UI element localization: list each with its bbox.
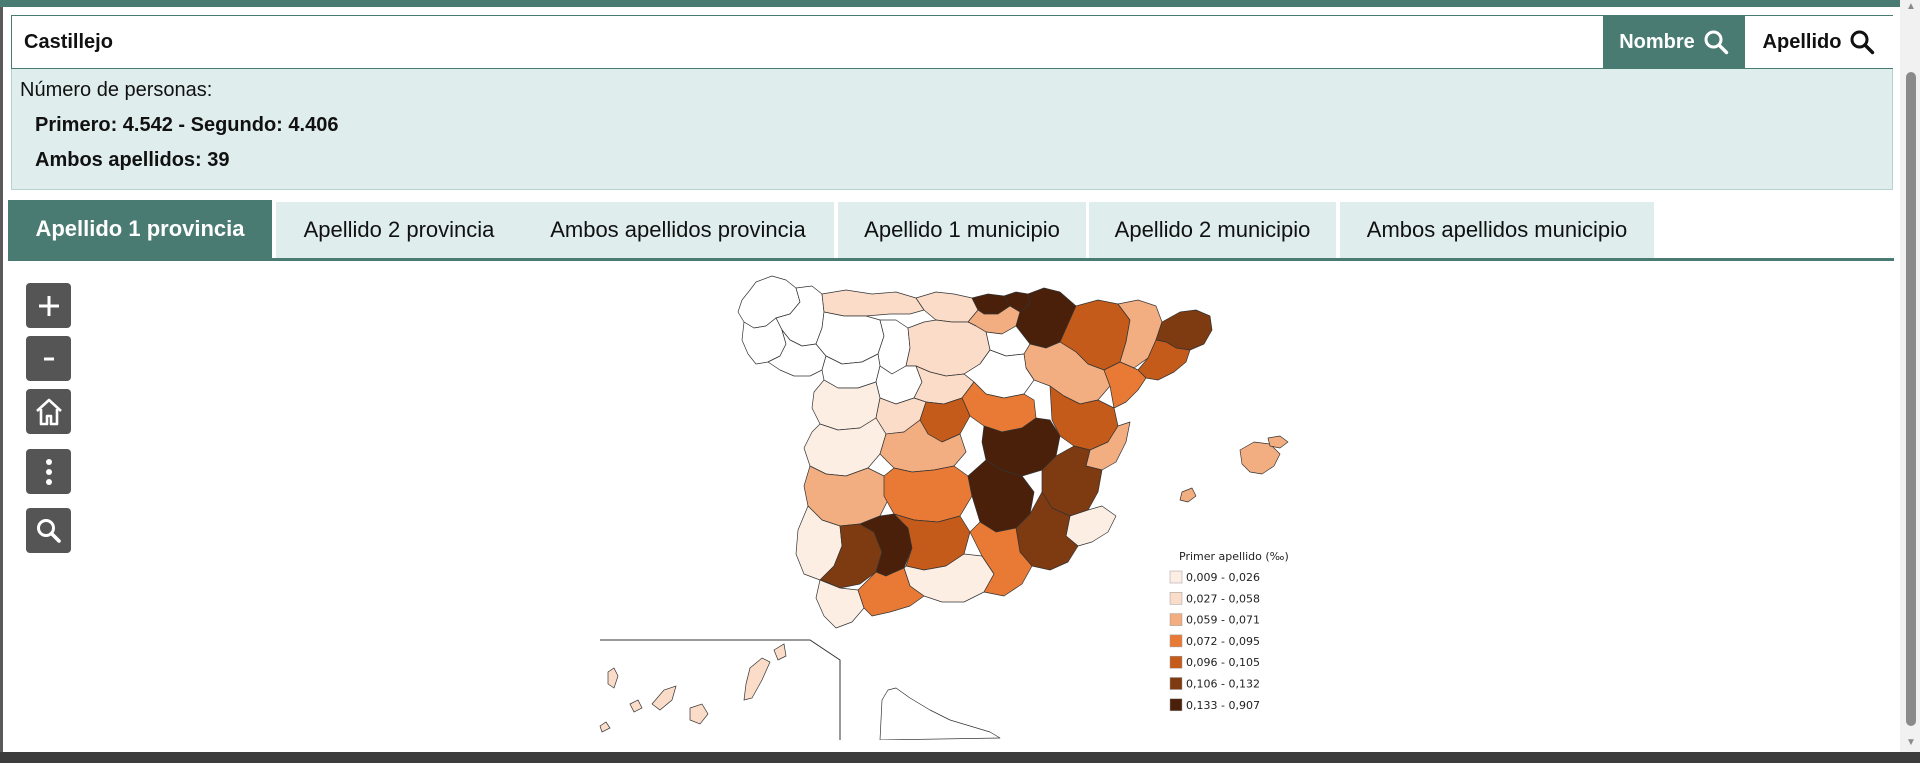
province-cantabria[interactable] [915, 291, 979, 323]
search-icon [1704, 30, 1728, 55]
island-gran-canaria[interactable] [689, 703, 709, 725]
tab-label: Apellido 1 municipio [864, 217, 1060, 242]
more-vertical-icon [45, 458, 52, 485]
island-mallorca[interactable] [1239, 441, 1281, 475]
island-ibiza[interactable] [1179, 487, 1197, 503]
plus-icon [38, 295, 59, 316]
search-icon [1850, 30, 1875, 55]
legend-swatch [1169, 655, 1183, 669]
province-asturias[interactable] [821, 289, 925, 317]
search-icon [36, 518, 61, 543]
top-accent-bar [0, 0, 1920, 7]
tab-apellido-2-municipio[interactable]: Apellido 2 municipio [1089, 202, 1336, 258]
legend-label: 0,009 - 0,026 [1186, 571, 1260, 584]
map-tabs: Apellido 1 provincia Apellido 2 provinci… [8, 200, 1894, 260]
legend-label: 0,027 - 0,058 [1186, 592, 1260, 605]
legend-swatch [1169, 677, 1183, 690]
taskbar-edge [0, 752, 1920, 763]
map-legend: Primer apellido (‰) 0,009 - 0,026 0,027 -… [1169, 550, 1289, 712]
legend-label: 0,059 - 0,071 [1186, 614, 1260, 627]
island-la-palma[interactable] [607, 667, 619, 689]
province-ourense[interactable] [767, 329, 827, 377]
legend-swatch [1169, 613, 1183, 626]
tab-label: Ambos apellidos provincia [550, 217, 806, 242]
scroll-down-arrow[interactable]: ▼ [1906, 737, 1916, 748]
legend-swatch [1169, 634, 1183, 648]
province-almeria[interactable] [969, 521, 1033, 597]
legend-title: Primer apellido (‰) [1179, 550, 1289, 563]
search-by-surname-label: Apellido [1762, 30, 1842, 53]
scrollbar-thumb[interactable] [1906, 72, 1916, 726]
province-ciudad-real[interactable] [883, 465, 973, 523]
minus-icon [43, 357, 54, 360]
island-el-hierro[interactable] [599, 721, 611, 733]
people-count-label: Número de personas: [20, 79, 213, 101]
first-second-count: Primero: 4.542 - Segundo: 4.406 [35, 114, 339, 136]
tab-label: Apellido 1 provincia [35, 216, 245, 241]
results-info-panel: Número de personas: Primero: 4.542 - Seg… [11, 69, 1893, 190]
tab-apellido-2-provincia[interactable]: Apellido 2 provincia [276, 202, 522, 258]
tab-apellido-1-municipio[interactable]: Apellido 1 municipio [838, 202, 1086, 258]
search-by-surname-button[interactable]: Apellido [1745, 16, 1893, 68]
choropleth-map[interactable]: Primer apellido (‰) 0,009 - 0,026 0,027 -… [590, 270, 1310, 740]
legend-swatch [1169, 592, 1183, 605]
province-valencia[interactable] [1041, 445, 1103, 517]
province-tarragona[interactable] [1103, 361, 1147, 409]
canary-islands-inset [599, 639, 841, 740]
zoom-out-button[interactable] [26, 336, 71, 381]
island-menorca[interactable] [1267, 435, 1289, 449]
province-cadiz[interactable] [815, 579, 865, 629]
tabs-underline [8, 258, 1894, 261]
map-search-button[interactable] [26, 508, 71, 553]
province-barcelona[interactable] [1137, 339, 1191, 381]
north-africa-coast [879, 687, 1001, 740]
legend-label: 0,133 - 0,907 [1186, 699, 1260, 712]
province-malaga[interactable] [857, 567, 925, 617]
scroll-up-arrow[interactable]: ▲ [1906, 1, 1916, 12]
island-tenerife[interactable] [651, 685, 677, 711]
legend-label: 0,106 - 0,132 [1186, 678, 1260, 691]
tab-ambos-apellidos-municipio[interactable]: Ambos apellidos municipio [1340, 202, 1654, 258]
search-by-name-button[interactable]: Nombre [1603, 16, 1745, 68]
window-edge [0, 7, 3, 752]
island-fuerteventura[interactable] [743, 657, 771, 701]
tab-apellido-1-provincia[interactable]: Apellido 1 provincia [8, 200, 272, 258]
search-bar: Nombre Apellido [11, 15, 1893, 69]
tab-label: Apellido 2 provincia [303, 217, 495, 242]
both-surnames-count: Ambos apellidos: 39 [35, 149, 230, 171]
legend-label: 0,072 - 0,095 [1186, 635, 1260, 648]
tab-label: Apellido 2 municipio [1114, 217, 1311, 242]
island-la-gomera[interactable] [629, 699, 643, 713]
search-by-name-label: Nombre [1619, 30, 1695, 53]
more-options-button[interactable] [26, 449, 71, 494]
province-palencia[interactable] [877, 319, 911, 375]
island-lanzarote[interactable] [773, 643, 787, 661]
zoom-in-button[interactable] [26, 283, 71, 328]
home-icon [35, 398, 62, 425]
legend-label: 0,096 - 0,105 [1186, 656, 1260, 669]
legend-swatch [1169, 570, 1183, 584]
inset-frame [600, 639, 841, 740]
tab-ambos-apellidos-provincia[interactable]: Ambos apellidos provincia [522, 202, 834, 258]
surname-search-input[interactable] [12, 16, 1602, 68]
tab-label: Ambos apellidos municipio [1366, 217, 1628, 242]
legend-swatch [1169, 698, 1183, 712]
home-button[interactable] [26, 389, 71, 434]
